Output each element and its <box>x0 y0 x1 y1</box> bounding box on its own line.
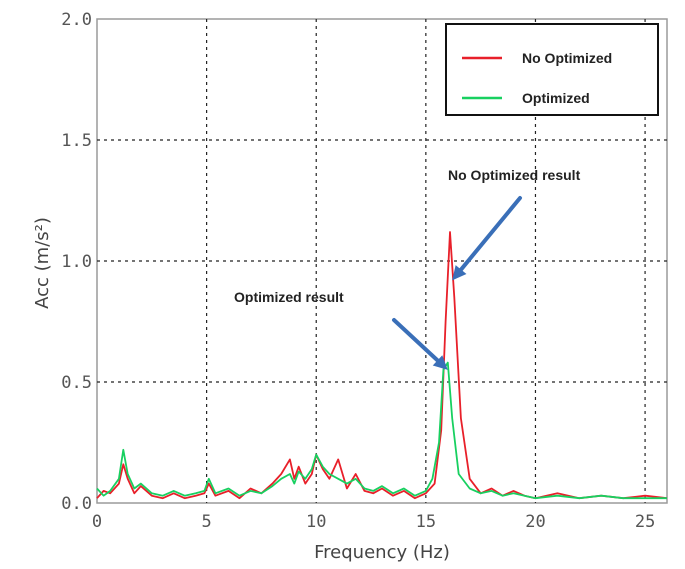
y-tick-label-1: 0.5 <box>61 373 92 393</box>
series-line-no-optimized <box>96 231 668 500</box>
y-tick-label-0: 0.0 <box>61 494 92 514</box>
y-axis-label: Acc (m/s²) <box>32 217 53 309</box>
annotation-no-optimized-result: No Optimized result <box>448 167 581 183</box>
series-lines <box>96 231 668 500</box>
tick-labels: 0 5 10 15 20 25 0.0 0.5 1.0 1.5 2.0 <box>61 10 655 532</box>
y-tick-label-3: 1.5 <box>61 131 92 151</box>
legend-label-no-optimized: No Optimized <box>522 50 612 66</box>
y-tick-label-4: 2.0 <box>61 10 92 30</box>
annotation-arrows <box>392 196 522 370</box>
legend-box <box>445 23 659 116</box>
x-tick-label-0: 0 <box>92 512 102 532</box>
x-tick-label-1: 5 <box>201 512 211 532</box>
annotation-optimized-result: Optimized result <box>234 289 344 305</box>
legend-label-optimized: Optimized <box>522 90 590 106</box>
y-tick-label-2: 1.0 <box>61 252 92 272</box>
legend: No Optimized Optimized <box>445 23 659 116</box>
x-axis-label: Frequency (Hz) <box>314 542 450 563</box>
series-line-optimized <box>96 361 667 500</box>
annotation-arrow-1 <box>392 318 448 370</box>
x-tick-label-5: 25 <box>635 512 655 532</box>
x-tick-label-3: 15 <box>416 512 436 532</box>
x-tick-label-2: 10 <box>306 512 326 532</box>
x-tick-label-4: 20 <box>525 512 545 532</box>
annotation-arrow-0 <box>452 196 522 281</box>
